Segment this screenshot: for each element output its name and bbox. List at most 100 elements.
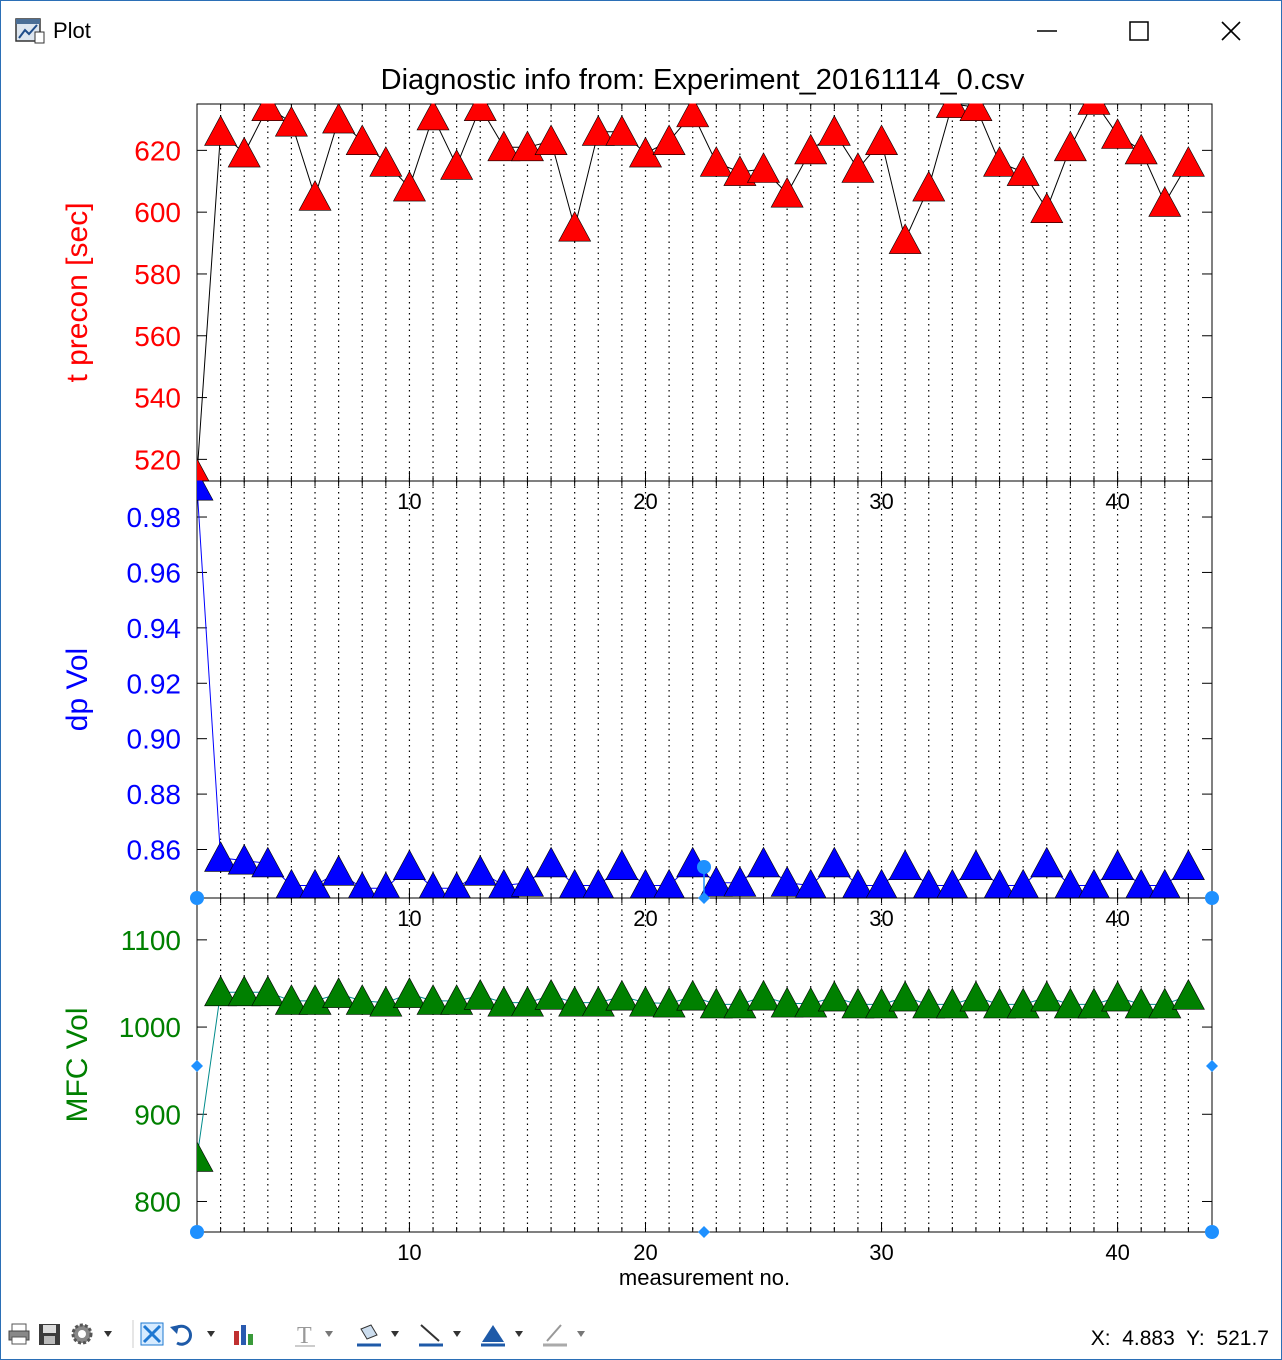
data-point	[794, 133, 828, 165]
fit-icon[interactable]	[139, 1319, 165, 1349]
bar-chart-icon[interactable]	[231, 1319, 259, 1349]
data-point	[1171, 849, 1205, 881]
data-point	[605, 115, 639, 146]
data-point	[582, 868, 615, 899]
data-point	[534, 846, 568, 878]
minimize-icon	[1037, 30, 1057, 32]
panel-frame	[196, 897, 1213, 1233]
divider	[131, 1319, 135, 1349]
selection-handle	[190, 891, 204, 905]
data-point	[416, 103, 450, 131]
y-tick-label: 1100	[121, 925, 181, 956]
data-point	[440, 984, 474, 1015]
save-icon[interactable]	[37, 1319, 63, 1349]
window-title: Plot	[53, 18, 91, 43]
data-point	[251, 975, 285, 1007]
data-point	[204, 975, 238, 1007]
x-tick-label: 10	[397, 1240, 421, 1265]
panel-frame	[196, 480, 1213, 899]
data-point	[442, 871, 472, 899]
pen-icon[interactable]	[541, 1319, 595, 1349]
data-point	[983, 146, 1017, 177]
data-point	[558, 210, 592, 242]
data-point	[747, 979, 781, 1011]
marker-icon[interactable]	[479, 1319, 533, 1349]
data-point	[440, 149, 474, 180]
x-tick-label: 40	[1105, 1240, 1129, 1265]
data-point	[487, 130, 521, 162]
data-point	[1125, 868, 1158, 899]
data-point	[418, 871, 448, 899]
data-point	[888, 849, 922, 881]
x-axis-label: measurement no.	[619, 1265, 790, 1290]
y-tick-label: 520	[134, 444, 181, 475]
text-icon[interactable]: T	[293, 1319, 345, 1349]
data-point	[605, 849, 639, 881]
data-point	[1006, 155, 1040, 186]
selection-handle	[191, 1060, 203, 1072]
y-tick-label: 580	[134, 259, 181, 290]
data-point	[723, 866, 757, 897]
y-tick-label: 620	[134, 135, 181, 166]
plot-area[interactable]: Diagnostic info from: Experiment_2016111…	[1, 61, 1281, 1315]
data-point	[1030, 846, 1064, 878]
data-point	[817, 846, 851, 878]
close-button[interactable]	[1185, 1, 1277, 61]
data-point	[1124, 987, 1158, 1019]
data-point	[392, 170, 426, 202]
data-point	[1030, 980, 1064, 1012]
data-point	[1148, 186, 1182, 217]
data-point	[628, 986, 662, 1017]
data-point	[1101, 118, 1135, 149]
y-axis-label: dp Vol	[61, 648, 94, 731]
data-point	[699, 987, 733, 1019]
data-point	[487, 986, 521, 1017]
data-point	[581, 115, 615, 146]
x-coord-value: 4.883	[1122, 1327, 1175, 1350]
data-point	[463, 979, 497, 1010]
maximize-button[interactable]	[1093, 1, 1185, 61]
data-point	[558, 868, 591, 899]
print-icon[interactable]	[7, 1319, 31, 1349]
data-point	[1053, 987, 1087, 1019]
data-point	[629, 868, 662, 899]
data-point	[371, 871, 401, 899]
y-tick-label: 0.94	[127, 613, 182, 644]
chart-canvas[interactable]: Diagnostic info from: Experiment_2016111…	[1, 61, 1281, 1315]
data-point	[912, 170, 946, 202]
data-point	[197, 480, 214, 501]
fill-icon[interactable]	[355, 1319, 409, 1349]
data-point	[227, 843, 261, 875]
data-point	[841, 152, 875, 183]
data-point	[628, 136, 662, 168]
minimize-button[interactable]	[1001, 1, 1093, 61]
settings-icon[interactable]	[69, 1319, 113, 1349]
data-point	[653, 868, 686, 899]
data-point	[369, 146, 403, 177]
undo-icon[interactable]	[169, 1319, 227, 1349]
y-tick-label: 540	[134, 383, 181, 414]
data-point	[581, 986, 615, 1017]
selection-handle	[190, 1225, 204, 1239]
data-point	[392, 977, 426, 1008]
y-tick-label: 1000	[119, 1012, 181, 1043]
data-point	[794, 868, 827, 899]
data-point	[1101, 849, 1135, 881]
line-icon[interactable]	[417, 1319, 471, 1349]
data-point	[534, 124, 568, 155]
data-point	[770, 176, 804, 208]
data-point	[345, 124, 379, 155]
title-bar[interactable]: Plot	[1, 1, 1281, 61]
data-point	[322, 103, 356, 134]
data-point	[1171, 146, 1205, 177]
data-point	[197, 1141, 214, 1172]
data-point	[817, 115, 851, 146]
data-point	[723, 155, 757, 186]
data-point	[487, 868, 520, 899]
data-point	[227, 975, 261, 1007]
y-tick-label: 0.92	[127, 668, 182, 699]
data-point	[227, 136, 261, 168]
data-point	[1054, 868, 1087, 899]
selection-handle	[1206, 1060, 1218, 1072]
data-point	[817, 980, 851, 1012]
